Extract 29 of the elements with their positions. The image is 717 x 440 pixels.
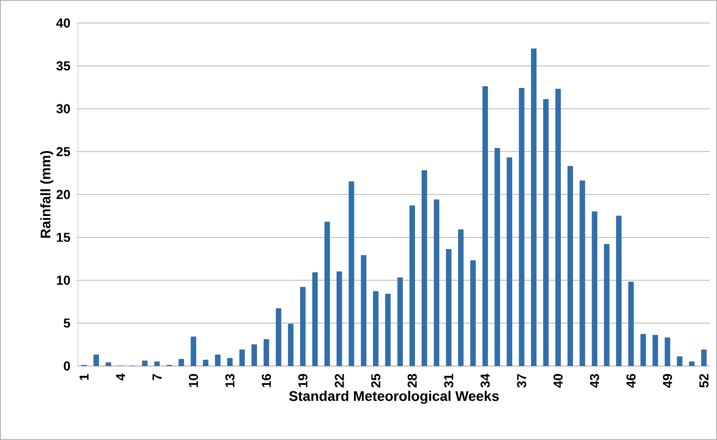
y-tick-label: 5 xyxy=(64,318,70,328)
x-tick-label: 40 xyxy=(553,374,563,388)
y-axis-title: Rainfall (mm) xyxy=(40,151,54,238)
x-tick-label: 52 xyxy=(699,374,709,388)
y-tick-label: 25 xyxy=(56,147,70,156)
y-tick-label: 30 xyxy=(56,104,70,114)
y-tick-label: 35 xyxy=(56,61,70,70)
x-tick-label: 13 xyxy=(225,374,235,388)
x-tick-label: 10 xyxy=(188,374,198,388)
x-axis-title: Standard Meteorological Weeks xyxy=(289,390,499,404)
y-tick-label: 40 xyxy=(56,18,70,28)
x-tick-label: 31 xyxy=(444,374,454,388)
x-tick-label: 34 xyxy=(480,374,490,388)
x-tick-label: 25 xyxy=(371,374,380,388)
x-tick-label: 1 xyxy=(80,374,89,380)
y-tick-label: 10 xyxy=(56,276,70,285)
x-tick-label: 37 xyxy=(517,374,526,388)
x-tick-label: 22 xyxy=(334,374,344,388)
x-tick-label: 7 xyxy=(152,374,162,380)
x-tick-label: 16 xyxy=(262,374,271,388)
x-tick-label: 4 xyxy=(116,374,125,381)
x-tick-label: 49 xyxy=(662,374,672,388)
y-tick-label: 20 xyxy=(56,190,70,200)
y-tick-label: 0 xyxy=(64,361,70,371)
x-tick-label: 46 xyxy=(626,374,636,388)
x-tick-label: 43 xyxy=(590,374,600,388)
y-tick-label: 15 xyxy=(56,232,70,242)
x-tick-label: 19 xyxy=(298,374,308,388)
x-tick-label: 28 xyxy=(408,374,417,388)
